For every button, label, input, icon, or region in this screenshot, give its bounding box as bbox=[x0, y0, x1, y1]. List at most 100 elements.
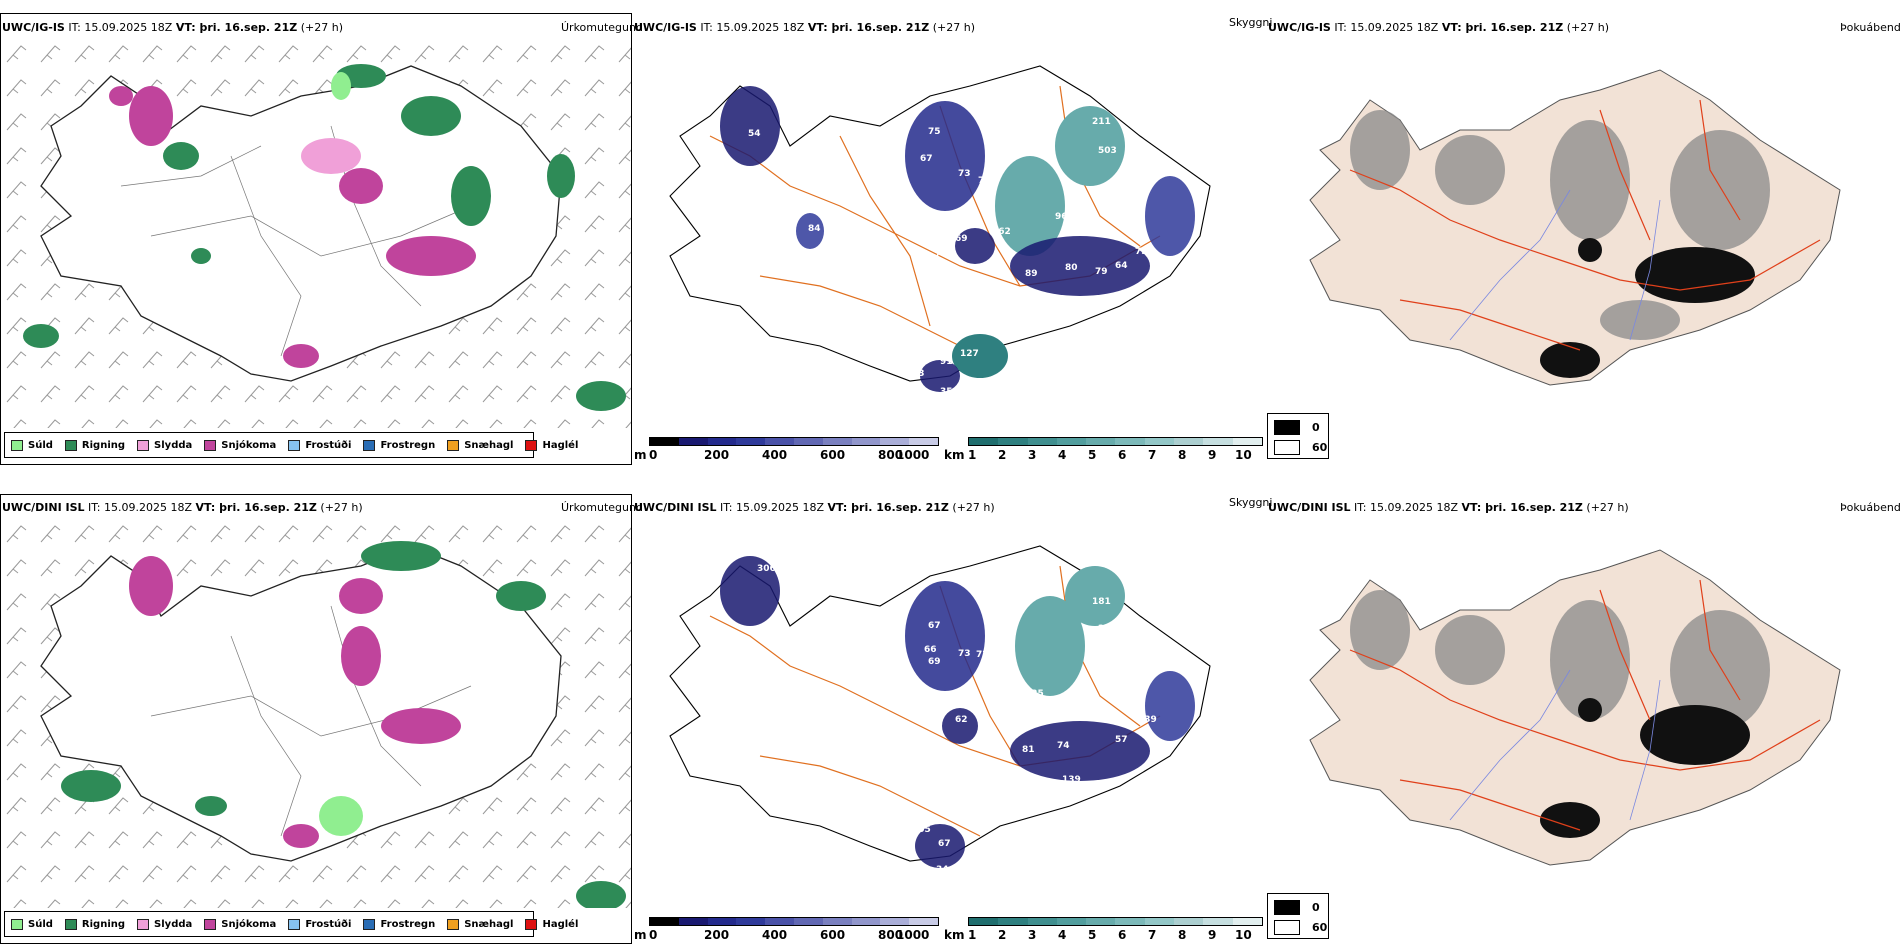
svg-text:127: 127 bbox=[960, 349, 979, 359]
legend-swatch bbox=[288, 439, 301, 451]
fog-title: Þokuábendi bbox=[1840, 501, 1900, 514]
svg-text:105: 105 bbox=[912, 825, 931, 835]
ceiling-labels: 306 216 67 66 69 73 72 183 118 125 181 2… bbox=[757, 564, 1157, 875]
ceiling-unit: m bbox=[634, 448, 647, 462]
legend-item: Frostúði bbox=[288, 918, 351, 930]
legend-item: Rigning bbox=[64, 918, 125, 930]
svg-text:77: 77 bbox=[990, 321, 1003, 331]
visibility-unit: km bbox=[944, 448, 965, 462]
legend-swatch bbox=[137, 918, 150, 930]
svg-text:503: 503 bbox=[1098, 146, 1117, 156]
svg-text:187: 187 bbox=[770, 823, 789, 833]
svg-text:67: 67 bbox=[920, 154, 933, 164]
legend-swatch bbox=[525, 918, 538, 930]
svg-text:73: 73 bbox=[958, 169, 971, 179]
fog-title: Þokuábendi bbox=[1840, 21, 1900, 34]
fog-legend: 0 60 bbox=[1267, 413, 1329, 459]
precip-map bbox=[1, 516, 631, 908]
svg-text:57: 57 bbox=[1115, 735, 1128, 745]
svg-text:91: 91 bbox=[790, 91, 803, 101]
svg-text:89: 89 bbox=[1025, 269, 1038, 279]
fog-index-map bbox=[1300, 40, 1860, 420]
init-time: IT: 15.09.2025 18Z bbox=[68, 21, 173, 34]
precip-title: Úrkomutegund bbox=[561, 21, 643, 34]
svg-text:84: 84 bbox=[808, 224, 821, 234]
ceiling-labels: 120 91 54 84 75 67 73 72 69 72 89 80 79 … bbox=[748, 81, 1148, 397]
legend-item: Frostregn bbox=[363, 918, 435, 930]
svg-text:262: 262 bbox=[992, 227, 1011, 237]
valid-time: VT: þri. 16.sep. 21Z bbox=[175, 21, 298, 34]
legend-item: Snæhagl bbox=[447, 439, 513, 451]
legend-swatch bbox=[11, 918, 23, 930]
legend-swatch bbox=[64, 439, 77, 451]
svg-text:19: 19 bbox=[770, 344, 783, 354]
legend-item: Slydda bbox=[137, 439, 192, 451]
svg-text:294: 294 bbox=[1098, 624, 1117, 634]
cloud-header: UWC/DINI ISL IT: 15.09.2025 18Z VT: þri.… bbox=[634, 501, 995, 514]
svg-text:79: 79 bbox=[1095, 267, 1108, 277]
legend-swatch bbox=[11, 439, 23, 451]
svg-text:216: 216 bbox=[780, 591, 799, 601]
svg-text:120: 120 bbox=[760, 81, 779, 91]
lead-time: (+27 h) bbox=[300, 21, 343, 34]
svg-text:62: 62 bbox=[955, 715, 968, 725]
legend-item: Súld bbox=[11, 918, 53, 930]
svg-text:66: 66 bbox=[924, 645, 937, 655]
precip-type-legend: Súld Rigning Slydda Snjókoma Frostúði Fr… bbox=[4, 911, 578, 937]
precip-header: UWC/IG-IS IT: 15.09.2025 18Z VT: þri. 16… bbox=[2, 21, 343, 34]
legend-swatch bbox=[447, 918, 460, 930]
svg-text:211: 211 bbox=[1092, 117, 1111, 127]
svg-text:69: 69 bbox=[928, 657, 941, 667]
svg-text:96: 96 bbox=[1055, 212, 1068, 222]
legend-swatch bbox=[447, 439, 460, 451]
legend-item: Snjókoma bbox=[204, 439, 276, 451]
precip-header: UWC/DINI ISL IT: 15.09.2025 18Z VT: þri.… bbox=[2, 501, 363, 514]
svg-text:125: 125 bbox=[1025, 689, 1044, 699]
svg-text:67: 67 bbox=[928, 621, 941, 631]
legend-item: Frostúði bbox=[288, 439, 351, 451]
visibility-colorbar-swatches bbox=[968, 917, 1263, 926]
fog-legend: 0 60 bbox=[1267, 893, 1329, 939]
model-name: UWC/IG-IS bbox=[2, 21, 65, 34]
visibility-colorbar-swatches bbox=[968, 437, 1263, 446]
legend-item: Slydda bbox=[137, 918, 192, 930]
legend-swatch bbox=[288, 918, 301, 930]
precip-type-legend: Súld Rigning Slydda Snjókoma Frostúði Fr… bbox=[4, 432, 578, 458]
svg-text:73: 73 bbox=[958, 649, 971, 659]
ceiling-colorbar-swatches bbox=[649, 437, 939, 446]
legend-item: Frostregn bbox=[363, 439, 435, 451]
svg-text:139: 139 bbox=[1138, 715, 1157, 725]
precip-map bbox=[1, 36, 631, 428]
ceiling-visibility-map: 306 216 67 66 69 73 72 183 118 125 181 2… bbox=[640, 516, 1250, 906]
legend-swatch bbox=[137, 439, 150, 451]
legend-swatch bbox=[363, 439, 376, 451]
svg-text:91: 91 bbox=[940, 357, 953, 367]
ceiling-colorbar: m 0 200 400 600 800 1000 bbox=[634, 917, 944, 943]
precip-panel-frame bbox=[0, 494, 632, 944]
fog-header: UWC/IG-IS IT: 15.09.2025 18Z VT: þri. 16… bbox=[1268, 21, 1609, 34]
visibility-colorbar: km 1 2 3 4 5 6 7 8 9 10 bbox=[944, 437, 1269, 463]
svg-text:34: 34 bbox=[936, 865, 949, 875]
legend-swatch bbox=[204, 918, 217, 930]
svg-text:118: 118 bbox=[1002, 715, 1021, 725]
cloud-header: UWC/IG-IS IT: 15.09.2025 18Z VT: þri. 16… bbox=[634, 21, 975, 34]
svg-text:181: 181 bbox=[1092, 597, 1111, 607]
svg-text:53: 53 bbox=[912, 369, 925, 379]
svg-text:306: 306 bbox=[757, 564, 776, 574]
fog-index-map bbox=[1300, 520, 1860, 900]
ceiling-colorbar-swatches bbox=[649, 917, 939, 926]
svg-text:81: 81 bbox=[1022, 745, 1035, 755]
legend-item: Haglél bbox=[525, 918, 578, 930]
legend-swatch bbox=[363, 918, 376, 930]
cloud-title: Skyggni bbox=[1229, 16, 1273, 29]
svg-text:150: 150 bbox=[920, 351, 939, 361]
fog-legend-swatch-dark bbox=[1274, 420, 1300, 435]
svg-text:75: 75 bbox=[928, 127, 941, 137]
svg-text:72: 72 bbox=[976, 650, 989, 660]
legend-swatch bbox=[525, 439, 538, 451]
legend-swatch bbox=[204, 439, 217, 451]
svg-text:54: 54 bbox=[748, 129, 761, 139]
ceiling-colorbar: m 0 200 400 600 800 1000 bbox=[634, 437, 944, 463]
fog-header: UWC/DINI ISL IT: 15.09.2025 18Z VT: þri.… bbox=[1268, 501, 1629, 514]
precip-title: Úrkomutegund bbox=[561, 501, 643, 514]
